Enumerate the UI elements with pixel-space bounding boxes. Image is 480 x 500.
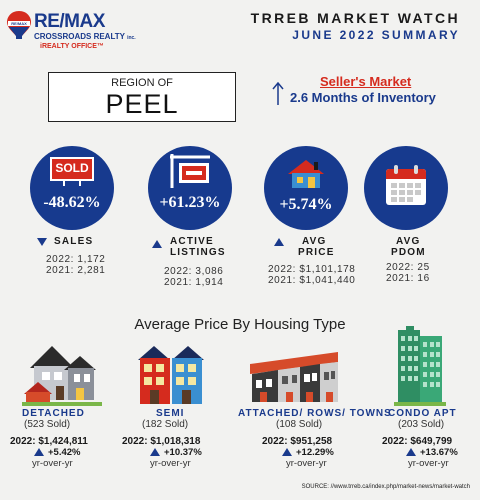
avg-price-up-arrow-icon bbox=[274, 238, 284, 246]
calendar-icon bbox=[386, 165, 426, 205]
market-condition: Seller's Market bbox=[320, 74, 412, 89]
balloon-logo-icon bbox=[7, 11, 31, 39]
listings-up-arrow-icon bbox=[152, 240, 162, 248]
sold-sign-icon bbox=[50, 157, 94, 186]
avg-price-label-1: AVG bbox=[302, 236, 327, 247]
semi-price: 2022: $1,018,318 bbox=[122, 436, 201, 447]
sales-circle: SOLD -48.62% bbox=[30, 146, 114, 230]
detached-yoy: yr-over-yr bbox=[32, 458, 73, 469]
detached-name: DETACHED bbox=[22, 408, 85, 419]
condo-yoy: yr-over-yr bbox=[408, 458, 449, 469]
avg-price-2022: 2022: $1,101,178 bbox=[268, 264, 356, 275]
semi-sold: (182 Sold) bbox=[142, 419, 189, 430]
detached-price: 2022: $1,424,811 bbox=[10, 436, 88, 447]
avg-price-2021: 2021: $1,041,440 bbox=[268, 275, 356, 286]
house-icon bbox=[288, 160, 324, 188]
brand-text: RE/MAX bbox=[34, 11, 105, 32]
pdom-label-1: AVG bbox=[396, 236, 421, 247]
remax-logo: RE/MAX RE/MAX CROSSROADS REALTY inc. iRE… bbox=[6, 8, 136, 56]
sales-change: -48.62% bbox=[43, 194, 101, 211]
section-title: Average Price By Housing Type bbox=[134, 316, 346, 333]
listings-label-2: LISTINGS bbox=[170, 247, 226, 258]
pdom-2022: 2022: 25 bbox=[386, 262, 430, 273]
listings-label-1: ACTIVE bbox=[170, 236, 214, 247]
detached-sold: (523 Sold) bbox=[24, 419, 71, 430]
semi-name: SEMI bbox=[156, 408, 185, 419]
office-suffix: inc. bbox=[127, 35, 136, 41]
office-tagline: iREALTY OFFICE™ bbox=[40, 43, 104, 50]
townhouse-name: ATTACHED/ ROWS/ TOWNS bbox=[238, 408, 392, 419]
condo-price: 2022: $649,799 bbox=[382, 436, 453, 447]
sales-label: SALES bbox=[54, 236, 94, 247]
source-link[interactable]: SOURCE: //www.trreb.ca/index.php/market-… bbox=[301, 484, 470, 490]
semi-yoy: yr-over-yr bbox=[150, 458, 191, 469]
detached-house-icon bbox=[22, 346, 102, 406]
sales-2021: 2021: 2,281 bbox=[46, 265, 106, 276]
condo-sold: (203 Sold) bbox=[398, 419, 445, 430]
pdom-label-2: PDOM bbox=[391, 247, 426, 258]
condo-up-arrow-icon bbox=[406, 448, 416, 456]
condo-name: CONDO APT bbox=[388, 408, 457, 419]
months-inventory: 2.6 Months of Inventory bbox=[290, 90, 436, 105]
avg-price-circle: +5.74% bbox=[264, 146, 348, 230]
sales-2022: 2022: 1,172 bbox=[46, 254, 106, 265]
region-name: PEEL bbox=[105, 89, 179, 119]
sold-sign-text: SOLD bbox=[55, 161, 89, 175]
office-name: CROSSROADS REALTY inc. bbox=[34, 32, 136, 43]
townhouse-icon bbox=[250, 352, 338, 402]
avg-price-label-2: PRICE bbox=[298, 247, 335, 258]
listings-change: +61.23% bbox=[159, 194, 221, 211]
office-text: CROSSROADS REALTY bbox=[34, 32, 125, 41]
listings-circle: +61.23% bbox=[148, 146, 232, 230]
avg-price-change: +5.74% bbox=[279, 196, 333, 213]
townhouse-sold: (108 Sold) bbox=[276, 419, 323, 430]
pdom-circle bbox=[364, 146, 448, 230]
region-label: REGION OF bbox=[111, 77, 173, 89]
condo-change: +13.67% bbox=[420, 447, 458, 458]
for-sale-sign-icon bbox=[170, 154, 210, 188]
listings-2021: 2021: 1,914 bbox=[164, 277, 224, 288]
sales-down-arrow-icon bbox=[37, 238, 47, 246]
pdom-2021: 2021: 16 bbox=[386, 273, 430, 284]
region-box: REGION OF PEEL bbox=[48, 72, 236, 122]
semi-change: +10.37% bbox=[164, 447, 202, 458]
arrow-up-icon bbox=[272, 82, 284, 105]
townhouse-yoy: yr-over-yr bbox=[286, 458, 327, 469]
townhouse-change: +12.29% bbox=[296, 447, 334, 458]
brand-name: RE/MAX bbox=[34, 12, 105, 31]
listings-2022: 2022: 3,086 bbox=[164, 266, 224, 277]
semi-up-arrow-icon bbox=[150, 448, 160, 456]
townhouse-price: 2022: $951,258 bbox=[262, 436, 333, 447]
header-title: TRREB MARKET WATCH bbox=[250, 10, 460, 26]
semi-house-icon bbox=[138, 346, 204, 404]
balloon-label: RE/MAX bbox=[11, 21, 27, 26]
townhouse-up-arrow-icon bbox=[282, 448, 292, 456]
header-subtitle: JUNE 2022 SUMMARY bbox=[292, 28, 460, 42]
condo-tower-icon bbox=[394, 326, 446, 406]
detached-change: +5.42% bbox=[48, 447, 81, 458]
detached-up-arrow-icon bbox=[34, 448, 44, 456]
